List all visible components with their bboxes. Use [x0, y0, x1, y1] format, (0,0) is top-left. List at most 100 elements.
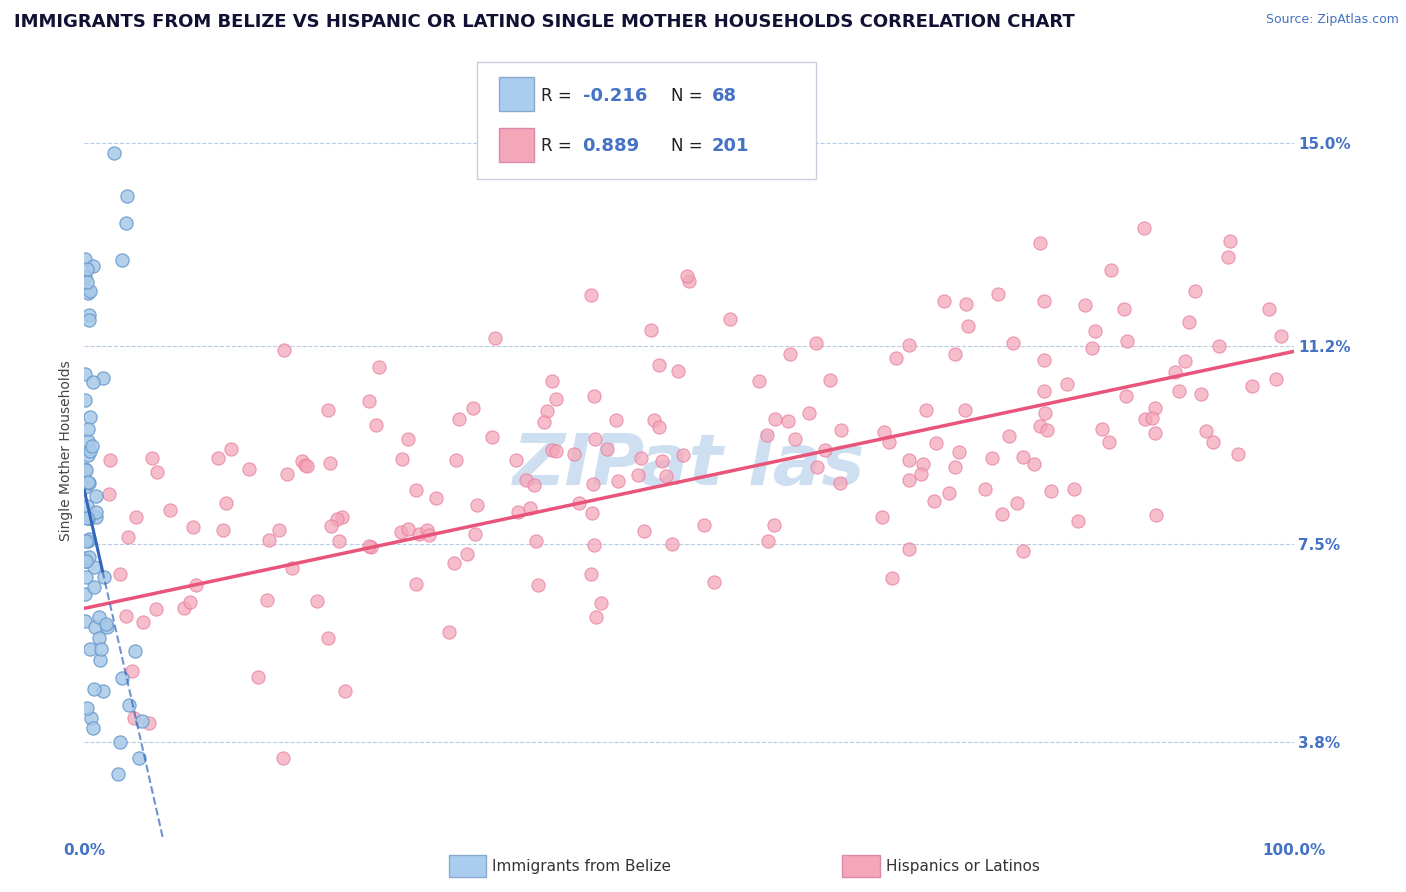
Point [90, 642, 112, 657]
Point [91, 371, 114, 385]
Point [73, 551, 96, 566]
Point [1012, 544, 1035, 558]
Point [910, 467, 932, 481]
Point [661, 537, 683, 551]
Point [1144, 401, 1167, 416]
Point [1024, 458, 1046, 472]
Point [456, 547, 478, 561]
Point [943, 459, 966, 474]
Point [589, 596, 612, 610]
Point [536, 404, 558, 418]
Point [581, 566, 603, 581]
Point [93, 570, 115, 584]
Point [79, 641, 101, 656]
Point [247, 670, 270, 684]
Point [75, 462, 97, 476]
Point [360, 540, 382, 554]
Point [678, 274, 700, 288]
Point [83, 580, 105, 594]
Point [562, 447, 585, 461]
Point [87, 631, 110, 645]
Point [138, 715, 160, 730]
Text: Immigrants from Belize: Immigrants from Belize [492, 859, 671, 873]
Point [981, 450, 1004, 465]
Point [425, 491, 447, 505]
Point [605, 412, 627, 426]
Point [1257, 301, 1279, 316]
Point [1218, 250, 1240, 264]
Point [86, 489, 108, 503]
Point [97, 487, 120, 501]
Point [238, 462, 260, 476]
Point [107, 767, 129, 781]
Point [583, 389, 606, 403]
Point [437, 625, 460, 640]
Text: Hispanics or Latinos: Hispanics or Latinos [886, 859, 1039, 873]
Point [1226, 447, 1249, 461]
Point [886, 351, 908, 365]
Point [582, 538, 605, 552]
Point [1066, 514, 1088, 528]
Point [79, 511, 101, 525]
Point [541, 443, 564, 458]
Point [1081, 341, 1104, 355]
Point [447, 411, 470, 425]
Text: N =: N = [671, 137, 707, 155]
FancyBboxPatch shape [499, 77, 534, 112]
Point [1189, 387, 1212, 401]
Point [643, 413, 665, 427]
Point [1178, 315, 1201, 329]
Point [1033, 293, 1056, 308]
Point [82, 721, 104, 735]
Point [79, 409, 101, 424]
Point [357, 540, 380, 554]
Point [121, 664, 143, 678]
Point [103, 146, 125, 161]
Point [76, 275, 98, 289]
Point [932, 294, 955, 309]
Point [692, 518, 714, 533]
Point [91, 684, 114, 698]
Point [173, 601, 195, 615]
Point [77, 308, 100, 322]
Point [1098, 435, 1121, 450]
Point [326, 512, 349, 526]
Point [1144, 426, 1167, 441]
Point [115, 216, 138, 230]
Point [132, 615, 155, 629]
Point [75, 570, 97, 584]
Point [465, 498, 488, 512]
Point [756, 428, 779, 442]
Point [396, 522, 419, 536]
Point [880, 571, 903, 585]
Text: 0.889: 0.889 [582, 137, 640, 155]
Point [357, 394, 380, 409]
Point [1083, 324, 1105, 338]
Point [82, 375, 104, 389]
Point [1091, 422, 1114, 436]
Point [1167, 384, 1189, 399]
Point [319, 456, 342, 470]
Point [506, 505, 529, 519]
Point [527, 578, 550, 592]
Point [82, 260, 104, 274]
Point [533, 415, 555, 429]
Point [877, 434, 900, 449]
Point [75, 554, 97, 568]
Point [1099, 262, 1122, 277]
Point [541, 374, 564, 388]
Point [640, 323, 662, 337]
Point [651, 453, 673, 467]
Point [79, 443, 101, 458]
Point [1029, 235, 1052, 250]
Point [1270, 329, 1292, 343]
Point [648, 358, 671, 372]
Point [1115, 389, 1137, 403]
Point [630, 450, 652, 465]
Point [316, 631, 339, 645]
Point [991, 508, 1014, 522]
Point [184, 578, 207, 592]
Point [108, 735, 131, 749]
Point [546, 444, 568, 458]
Point [748, 374, 770, 388]
